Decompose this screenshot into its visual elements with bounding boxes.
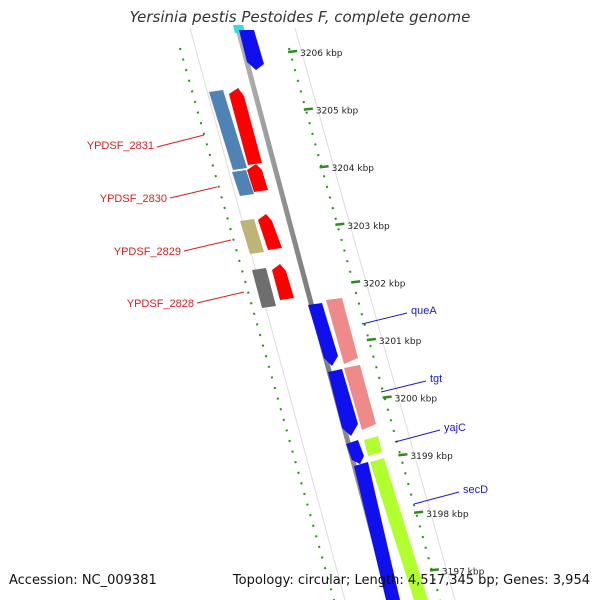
ruler-label: 3204 kbp [332, 164, 375, 174]
ruler-tick [366, 337, 377, 342]
label-leader-line [196, 291, 245, 304]
outer-guide-left [189, 27, 346, 600]
gene-YPDSF_2831-steelblue[interactable] [209, 90, 247, 170]
gene-label-yajC[interactable]: yajC [444, 422, 466, 434]
gene-secD-lime[interactable] [370, 458, 428, 600]
ruler-label: 3197 kbp [442, 567, 485, 577]
gene-yajC-lime[interactable] [364, 436, 382, 456]
ruler-label: 3206 kbp [300, 49, 343, 59]
cds-queA-blue[interactable] [308, 303, 338, 366]
cds-yajC-blue[interactable] [346, 440, 364, 464]
genome-title: Yersinia pestis Pestoides F, complete ge… [129, 8, 471, 26]
ruler-label: 3201 kbp [379, 337, 422, 347]
outer-guide-right [294, 27, 456, 600]
ruler-label: 3203 kbp [347, 222, 390, 232]
label-leader-line [413, 491, 460, 505]
ruler-label: 3198 kbp [426, 510, 469, 520]
ruler-tick [429, 568, 440, 572]
gene-YPDSF_2828-red[interactable] [272, 264, 294, 300]
ruler-tick [287, 49, 298, 54]
gene-YPDSF_2831-red[interactable] [229, 88, 262, 165]
label-leader-line [156, 134, 205, 148]
accession-label: Accession: NC_009381 [9, 573, 157, 588]
forward-strand-features [308, 298, 428, 600]
label-leader-line [183, 239, 232, 252]
dotted-track-right [288, 47, 441, 600]
gene-label-secD[interactable]: secD [463, 484, 488, 496]
dotted-track-left [179, 47, 335, 600]
right-gene-labels: queA tgt yajC secD [361, 305, 488, 505]
gene-label-YPDSF_2829[interactable]: YPDSF_2829 [114, 246, 181, 258]
ruler-tick [335, 222, 345, 227]
ruler-tick [319, 164, 329, 169]
gene-YPDSF_2829-red[interactable] [258, 214, 282, 250]
ruler-label: 3199 kbp [410, 452, 453, 462]
gene-label-tgt[interactable]: tgt [430, 373, 442, 385]
gene-label-queA[interactable]: queA [411, 305, 437, 317]
left-gene-labels: YPDSF_2831 YPDSF_2830 YPDSF_2829 YPDSF_2… [87, 134, 245, 310]
gene-YPDSF_2828-gray[interactable] [252, 268, 276, 308]
gene-label-YPDSF_2831[interactable]: YPDSF_2831 [87, 140, 154, 152]
ruler: 3206 kbp 3205 kbp 3204 kbp 3203 kbp 3202 kbp… [287, 49, 485, 577]
cds-secD-blue[interactable] [354, 462, 400, 600]
label-leader-line [394, 429, 441, 443]
gene-YPDSF_2830-steelblue[interactable] [232, 170, 254, 196]
ruler-label: 3202 kbp [363, 279, 406, 289]
label-leader-line [361, 312, 408, 325]
label-leader-line [169, 186, 218, 199]
ruler-tick [382, 395, 392, 399]
label-leader-line [380, 380, 427, 393]
gene-queA-salmon[interactable] [326, 298, 358, 364]
ruler-label: 3205 kbp [316, 107, 359, 117]
gene-tgt-salmon[interactable] [344, 365, 376, 430]
ruler-tick [398, 452, 408, 457]
gene-YPDSF_2829-khaki[interactable] [240, 219, 264, 254]
ruler-tick [350, 280, 361, 284]
reverse-strand-features [209, 25, 294, 308]
cds-blue-top[interactable] [239, 30, 264, 70]
topology-label: Topology: circular; Length: 4,517,345 bp… [232, 573, 590, 588]
gene-label-YPDSF_2828[interactable]: YPDSF_2828 [127, 298, 194, 310]
ruler-label: 3200 kbp [395, 395, 438, 405]
cds-tgt-blue[interactable] [328, 369, 358, 436]
ruler-tick [414, 510, 424, 515]
gene-label-YPDSF_2830[interactable]: YPDSF_2830 [100, 193, 167, 205]
ruler-tick [303, 107, 313, 111]
gene-YPDSF_2830-red[interactable] [247, 164, 268, 192]
